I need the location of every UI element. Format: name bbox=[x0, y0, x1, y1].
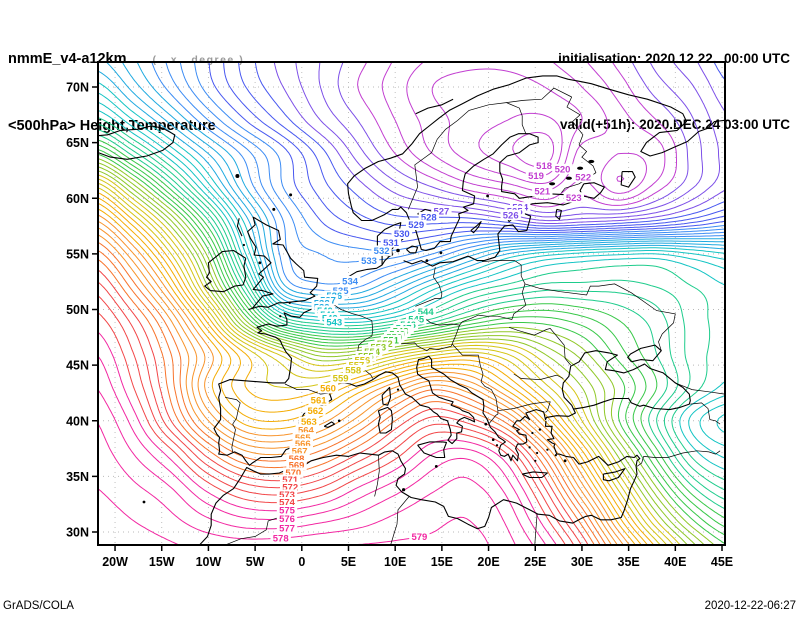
contour-label: 523 bbox=[566, 193, 582, 204]
contour-label: 527 bbox=[433, 206, 449, 217]
contour-label: 544 bbox=[418, 307, 435, 318]
lon-axis-label: 5W bbox=[246, 555, 265, 569]
lon-axis-label: 15W bbox=[149, 555, 175, 569]
contour-label: 569 bbox=[289, 461, 305, 472]
lon-axis-label: 30E bbox=[571, 555, 593, 569]
contour-label: 566 bbox=[295, 439, 311, 450]
contour-label: 531 bbox=[383, 238, 400, 249]
small-islands bbox=[142, 159, 595, 504]
plot-timestamp: 2020-12-22-06:27 bbox=[704, 600, 796, 612]
contour-label: 568 bbox=[289, 454, 305, 465]
grads-credit: GrADS/COLA bbox=[3, 600, 74, 612]
lat-axis-label: 45N bbox=[66, 359, 89, 373]
lat-axis-label: 50N bbox=[66, 303, 89, 317]
contour-label: 526 bbox=[503, 210, 519, 221]
lon-axis-label: 10W bbox=[196, 555, 222, 569]
contour-label: 577 bbox=[279, 523, 295, 534]
contour-label: 575 bbox=[279, 506, 296, 517]
lon-axis-label: 20W bbox=[102, 555, 128, 569]
country-borders bbox=[224, 87, 725, 545]
lon-axis-label: 20E bbox=[477, 555, 499, 569]
contour-labels: 5185195205215225235245255265275285295305… bbox=[270, 160, 594, 545]
contour-label: 543 bbox=[326, 317, 342, 328]
graticule bbox=[98, 62, 725, 545]
lon-axis-label: 15E bbox=[431, 555, 453, 569]
valid-time: valid(+51h): 2020.DEC.24 03:00 UTC bbox=[560, 117, 790, 132]
contour-label: 565 bbox=[295, 433, 312, 444]
lon-axis-label: 25E bbox=[524, 555, 546, 569]
contour-label: 522 bbox=[575, 172, 591, 183]
lat-axis-label: 40N bbox=[66, 414, 89, 428]
lon-axis-label: 40E bbox=[664, 555, 686, 569]
contour-label: 529 bbox=[408, 220, 424, 231]
contour-label: 563 bbox=[301, 417, 317, 428]
lon-axis-label: 10E bbox=[384, 555, 406, 569]
contour-label: 574 bbox=[279, 498, 296, 509]
contour-label: 567 bbox=[292, 446, 308, 457]
contour-label: 576 bbox=[279, 514, 295, 525]
contour-label: 558 bbox=[345, 365, 361, 376]
map-frame bbox=[97, 61, 726, 546]
lat-axis-label: 70N bbox=[66, 81, 89, 95]
contour-label: 564 bbox=[298, 425, 315, 436]
contour-label: 521 bbox=[534, 187, 551, 198]
contour-label: 559 bbox=[333, 374, 349, 385]
contour-label: 578 bbox=[273, 534, 289, 545]
contour-label: 560 bbox=[320, 384, 336, 395]
lon-axis-label: 35E bbox=[618, 555, 640, 569]
lat-axis-label: 35N bbox=[66, 470, 89, 484]
contour-label: 530 bbox=[394, 229, 410, 240]
contour-label: 533 bbox=[361, 256, 377, 267]
lat-axis-label: 65N bbox=[66, 136, 89, 150]
contour-label: 572 bbox=[282, 482, 298, 493]
contour-label: 518 bbox=[536, 161, 552, 172]
contour-label: 570 bbox=[285, 468, 301, 479]
field-title: <500hPa> Height,Temperature bbox=[8, 118, 216, 134]
contour-label: 528 bbox=[421, 213, 437, 224]
lat-axis-label: 30N bbox=[66, 526, 89, 540]
contour-lines bbox=[98, 62, 725, 545]
contour-label: 579 bbox=[411, 532, 427, 543]
contour-label: 561 bbox=[311, 395, 328, 406]
lon-axis-label: 45E bbox=[711, 555, 733, 569]
lat-axis-label: 60N bbox=[66, 192, 89, 206]
contour-label: 519 bbox=[528, 171, 544, 182]
lat-axis-label: 55N bbox=[66, 247, 89, 261]
contour-label: 532 bbox=[374, 246, 390, 257]
contour-label: 520 bbox=[555, 164, 571, 175]
contour-label: 562 bbox=[307, 406, 323, 417]
contour-label: 573 bbox=[279, 490, 295, 501]
contour-label: 534 bbox=[342, 277, 359, 288]
contour-label: 571 bbox=[282, 475, 299, 486]
lon-axis-label: 0 bbox=[298, 555, 305, 569]
lon-axis-label: 5E bbox=[341, 555, 356, 569]
model-name: nmmE_v4-a12km bbox=[8, 51, 127, 67]
